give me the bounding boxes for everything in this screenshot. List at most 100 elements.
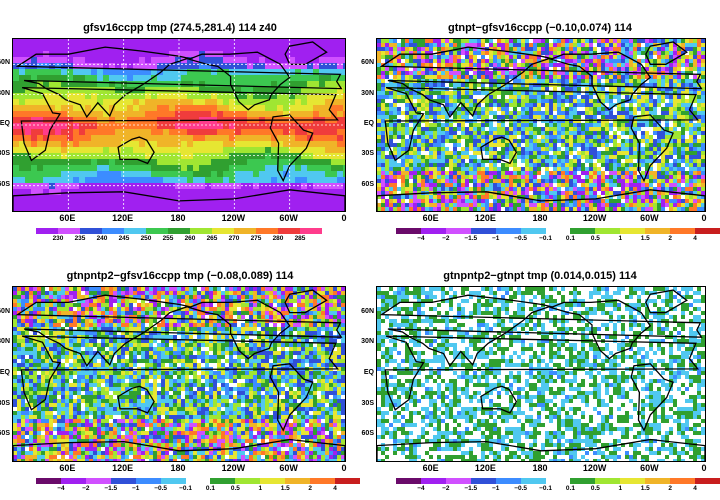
field-cell bbox=[497, 187, 502, 192]
field-cell bbox=[669, 127, 674, 132]
field-cell bbox=[241, 129, 248, 136]
field-cell bbox=[205, 159, 212, 166]
field-cell bbox=[681, 131, 686, 136]
field-cell bbox=[489, 87, 494, 92]
field-cell bbox=[581, 87, 586, 92]
field-cell bbox=[405, 191, 410, 196]
field-cell bbox=[247, 51, 254, 58]
field-cell bbox=[401, 135, 406, 140]
field-cell bbox=[489, 111, 494, 116]
field-cell bbox=[115, 93, 122, 100]
field-cell bbox=[689, 131, 694, 136]
field-cell bbox=[629, 131, 634, 136]
field-cell bbox=[121, 183, 128, 190]
field-cell bbox=[485, 187, 490, 192]
field-cell bbox=[637, 103, 642, 108]
field-cell bbox=[657, 119, 662, 124]
field-cell bbox=[133, 129, 140, 136]
field-cell bbox=[61, 57, 68, 64]
field-cell bbox=[103, 195, 110, 202]
field-cell bbox=[561, 135, 566, 140]
field-cell bbox=[689, 143, 694, 148]
field-cell bbox=[505, 95, 510, 100]
field-cell bbox=[91, 153, 98, 160]
field-cell bbox=[211, 189, 218, 196]
field-cell bbox=[641, 131, 646, 136]
field-cell bbox=[617, 139, 622, 144]
field-cell bbox=[405, 99, 410, 104]
field-cell bbox=[377, 159, 382, 164]
field-cell bbox=[509, 135, 514, 140]
field-cell bbox=[537, 143, 542, 148]
field-cell bbox=[429, 175, 434, 180]
field-cell bbox=[453, 143, 458, 148]
field-cell bbox=[437, 107, 442, 112]
field-cell bbox=[681, 55, 686, 60]
field-cell bbox=[175, 135, 182, 142]
field-cell bbox=[433, 99, 438, 104]
field-cell bbox=[469, 151, 474, 156]
field-cell bbox=[533, 95, 538, 100]
field-cell bbox=[49, 147, 56, 154]
field-cell bbox=[653, 175, 658, 180]
field-cell bbox=[613, 123, 618, 128]
field-cell bbox=[205, 45, 212, 52]
field-cell bbox=[669, 47, 674, 52]
field-cell bbox=[283, 51, 290, 58]
field-cell bbox=[509, 143, 514, 148]
field-cell bbox=[433, 71, 438, 76]
field-cell bbox=[465, 71, 470, 76]
field-cell bbox=[617, 43, 622, 48]
field-cell bbox=[449, 199, 454, 204]
field-cell bbox=[337, 177, 344, 184]
field-cell bbox=[621, 119, 626, 124]
field-cell bbox=[229, 87, 236, 94]
field-cell bbox=[85, 63, 92, 70]
field-cell bbox=[169, 57, 176, 64]
field-cell bbox=[545, 67, 550, 72]
field-cell bbox=[469, 47, 474, 52]
field-cell bbox=[437, 143, 442, 148]
field-cell bbox=[573, 131, 578, 136]
field-cell bbox=[657, 183, 662, 188]
field-cell bbox=[247, 141, 254, 148]
field-cell bbox=[91, 57, 98, 64]
field-cell bbox=[401, 179, 406, 184]
field-cell bbox=[693, 147, 698, 152]
field-cell bbox=[181, 147, 188, 154]
field-cell bbox=[437, 155, 442, 160]
field-cell bbox=[385, 147, 390, 152]
field-cell bbox=[501, 151, 506, 156]
field-cell bbox=[501, 59, 506, 64]
field-cell bbox=[307, 69, 314, 76]
field-cell bbox=[481, 111, 486, 116]
field-cell bbox=[325, 45, 332, 52]
field-cell bbox=[271, 81, 278, 88]
field-cell bbox=[319, 159, 326, 166]
field-cell bbox=[277, 105, 284, 112]
field-cell bbox=[633, 111, 638, 116]
field-cell bbox=[689, 107, 694, 112]
field-cell bbox=[549, 127, 554, 132]
coastline bbox=[15, 46, 343, 119]
field-cell bbox=[465, 59, 470, 64]
field-cell bbox=[277, 195, 284, 202]
field-cell bbox=[199, 135, 206, 142]
field-cell bbox=[325, 39, 332, 46]
field-cell bbox=[393, 67, 398, 72]
field-cell bbox=[561, 143, 566, 148]
field-cell bbox=[533, 67, 538, 72]
field-cell bbox=[561, 71, 566, 76]
field-cell bbox=[115, 39, 122, 46]
field-cell bbox=[581, 183, 586, 188]
field-cell bbox=[677, 67, 682, 72]
field-cell bbox=[553, 67, 558, 72]
field-cell bbox=[295, 207, 302, 211]
field-cell bbox=[199, 201, 206, 208]
field-cell bbox=[565, 51, 570, 56]
field-cell bbox=[13, 39, 20, 46]
field-cell bbox=[681, 139, 686, 144]
field-cell bbox=[697, 63, 702, 68]
field-cell bbox=[19, 207, 26, 211]
field-cell bbox=[103, 123, 110, 130]
